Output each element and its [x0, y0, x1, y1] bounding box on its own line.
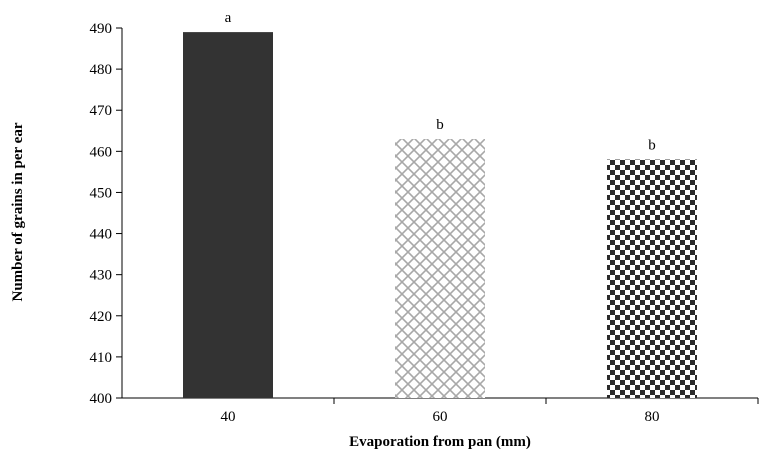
bar-40 — [183, 32, 273, 398]
y-tick-label: 490 — [90, 21, 113, 37]
y-axis-label: Number of grains in per ear — [10, 122, 26, 301]
bar-60 — [395, 139, 485, 398]
x-axis-tick-labels: 40 60 80 — [221, 398, 759, 425]
x-tick-label-60: 60 — [433, 409, 448, 425]
y-tick-label: 450 — [90, 185, 113, 201]
y-tick-label: 440 — [90, 227, 113, 243]
y-tick-label: 410 — [90, 350, 113, 366]
y-tick-label: 400 — [90, 391, 113, 407]
y-tick-label: 430 — [90, 268, 113, 284]
significance-letter-80: b — [648, 138, 656, 154]
y-tick-label: 420 — [90, 309, 113, 325]
y-tick-label: 460 — [90, 144, 113, 160]
x-tick-label-40: 40 — [221, 409, 236, 425]
y-tick-label: 480 — [90, 62, 113, 78]
bars-group — [183, 32, 697, 398]
significance-letters: a b b — [225, 10, 656, 153]
significance-letter-60: b — [436, 117, 444, 133]
x-tick-label-80: 80 — [645, 409, 660, 425]
y-axis-ticks: 400 410 420 430 440 450 460 470 480 490 — [90, 21, 122, 407]
bar-80 — [607, 159, 697, 398]
x-axis-label: Evaporation from pan (mm) — [349, 434, 531, 450]
y-tick-label: 470 — [90, 103, 113, 119]
significance-letter-40: a — [225, 10, 232, 26]
